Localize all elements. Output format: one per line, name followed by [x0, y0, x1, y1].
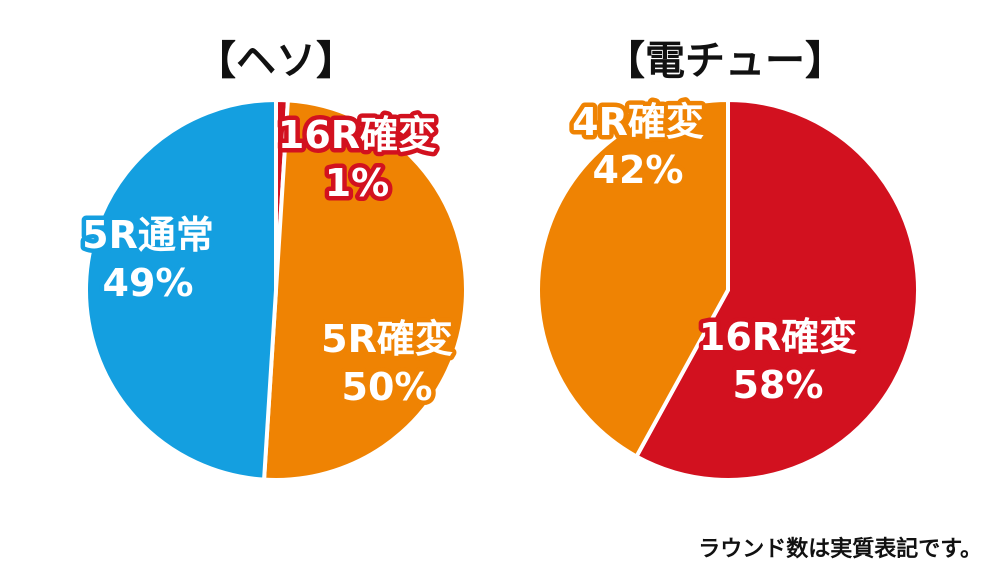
slice-value-label-0-0: 1%	[325, 161, 390, 205]
slice-label-1-1: 4R確変	[572, 100, 704, 144]
pie-slice-0-1	[261, 98, 468, 482]
slice-value-label-0-2: 49%	[103, 261, 194, 305]
slice-value-label-1-1: 42%	[593, 148, 684, 192]
slice-label-0-2: 5R通常	[82, 213, 214, 257]
slice-value-label-0-1: 50%	[342, 365, 433, 409]
pie-slice-1-0	[633, 97, 920, 482]
pie-slice-0-2	[84, 97, 278, 482]
chart-title-denchu: 【電チュー】	[605, 38, 845, 84]
slice-label-0-0: 16R確変	[278, 113, 436, 157]
slice-label-1-0: 16R確変	[699, 315, 857, 359]
slice-label-0-1: 5R確変	[321, 317, 453, 361]
footnote: ラウンド数は実質表記です。	[698, 537, 982, 562]
pie-slice-1-1	[536, 97, 730, 460]
chart-title-heso: 【ヘソ】	[196, 38, 356, 84]
slice-value-label-1-0: 58%	[733, 363, 824, 407]
